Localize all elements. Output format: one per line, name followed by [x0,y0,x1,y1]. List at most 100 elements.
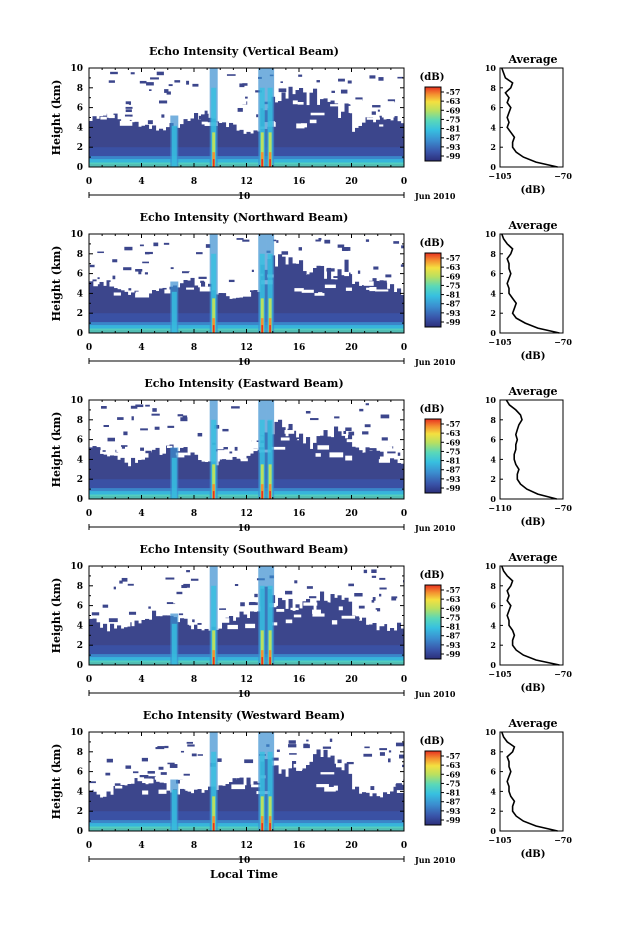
avg-x-tick-label: −110 [488,503,512,513]
y-tick-label: 0 [77,329,83,339]
date-day: 10 [238,358,251,368]
colorbar-tick-label: -75 [446,114,460,124]
panel-4: Echo Intensity (Southward Beam) 0 2 4 6 8 10 He… [50,543,572,700]
panel-title: Echo Intensity (Eastward Beam) [144,377,343,390]
x-tick-label: 8 [191,343,197,353]
y-tick-label: 2 [77,143,83,153]
y-tick-label: 8 [77,416,83,426]
echo-field [89,566,404,665]
x-tick-label: 12 [240,177,253,187]
avg-x-tick-label: −70 [554,835,572,845]
panel-title: Echo Intensity (Vertical Beam) [149,45,339,58]
colorbar-tick-label: -87 [446,299,460,309]
x-tick-label: 0 [401,509,407,519]
x-tick-label: 4 [138,675,144,685]
colorbar-tick-label: -57 [446,751,460,761]
avg-y-tick-label: 6 [490,103,496,113]
y-axis-label: Height (km) [50,412,63,488]
avg-x-label: (dB) [521,683,546,694]
x-tick-label: 12 [240,343,253,353]
avg-y-tick-label: 6 [490,435,496,445]
colorbar-tick-label: -69 [446,769,461,779]
x-tick-label: 0 [401,841,407,851]
colorbar-tick-label: -57 [446,87,460,97]
colorbar [424,584,442,660]
colorbar-tick-label: -75 [446,778,460,788]
y-tick-label: 6 [77,436,83,446]
x-tick-label: 0 [401,343,407,353]
avg-y-tick-label: 4 [490,454,496,464]
average-frame [499,565,564,666]
avg-y-tick-label: 8 [490,747,496,757]
colorbar-tick-label: -93 [446,806,461,816]
x-tick-label: 0 [86,509,92,519]
panel-1: Echo Intensity (Vertical Beam) 0 2 4 6 8 10 Hei… [50,45,572,202]
panel-title: Echo Intensity (Northward Beam) [140,211,349,224]
avg-x-tick-label: −105 [488,669,511,679]
colorbar-tick-label: -87 [446,465,460,475]
avg-y-tick-label: 0 [490,162,496,172]
x-tick-label: 12 [240,675,253,685]
average-profile-line [501,67,558,168]
colorbar-tick-label: -75 [446,612,460,622]
average-title: Average [507,219,557,232]
avg-y-tick-label: 2 [490,308,496,318]
average-title: Average [507,53,557,66]
colorbar-unit: (dB) [420,570,445,581]
date-day: 10 [238,856,251,866]
date-day: 10 [238,524,251,534]
y-tick-label: 10 [70,64,83,74]
avg-x-tick-label: −70 [554,669,572,679]
avg-y-tick-label: 0 [490,826,496,836]
avg-x-label: (dB) [521,185,546,196]
date-month-year: Jun 2010 [414,191,456,201]
avg-y-tick-label: 0 [490,660,496,670]
colorbar-unit: (dB) [420,736,445,747]
avg-x-tick-label: −70 [554,337,572,347]
y-axis-label: Height (km) [50,80,63,156]
colorbar-tick-label: -87 [446,631,460,641]
panel-5: Echo Intensity (Westward Beam) 0 2 4 6 8 10 Hei… [50,709,572,866]
colorbar-tick-label: -99 [446,317,461,327]
avg-y-tick-label: 2 [490,474,496,484]
colorbar-unit: (dB) [420,404,445,415]
colorbar-tick-label: -87 [446,797,460,807]
colorbar-tick-label: -93 [446,640,461,650]
avg-x-label: (dB) [521,849,546,860]
x-tick-label: 4 [138,509,144,519]
panel-title: Echo Intensity (Westward Beam) [143,709,345,722]
colorbar-tick-label: -69 [446,271,461,281]
avg-y-tick-label: 8 [490,83,496,93]
avg-y-tick-label: 6 [490,767,496,777]
avg-y-tick-label: 10 [485,395,497,405]
y-tick-label: 6 [77,270,83,280]
colorbar-tick-label: -69 [446,603,461,613]
colorbar-tick-label: -57 [446,419,460,429]
colorbar-tick-label: -69 [446,105,461,115]
panel-title: Echo Intensity (Southward Beam) [140,543,349,556]
avg-x-tick-label: −105 [488,337,511,347]
y-tick-label: 2 [77,641,83,651]
y-tick-label: 10 [70,230,83,240]
x-tick-label: 4 [138,841,144,851]
panel-3: Echo Intensity (Eastward Beam) 0 2 4 6 8 10 Hei… [50,377,572,534]
colorbar-tick-label: -63 [446,428,461,438]
colorbar-tick-label: -87 [446,133,460,143]
average-profile-line [501,731,558,832]
x-tick-label: 4 [138,343,144,353]
colorbar-tick-label: -57 [446,585,460,595]
x-tick-label: 0 [86,675,92,685]
colorbar-tick-label: -75 [446,280,460,290]
average-profile-line [505,399,557,500]
avg-x-tick-label: −105 [488,171,511,181]
date-month-year: Jun 2010 [414,855,456,865]
y-tick-label: 10 [70,562,83,572]
average-title: Average [507,717,557,730]
avg-y-tick-label: 6 [490,269,496,279]
y-tick-label: 4 [77,123,83,133]
avg-y-tick-label: 4 [490,288,496,298]
avg-y-tick-label: 10 [485,63,497,73]
avg-y-tick-label: 0 [490,494,496,504]
x-tick-label: 20 [345,343,358,353]
y-tick-label: 4 [77,289,83,299]
